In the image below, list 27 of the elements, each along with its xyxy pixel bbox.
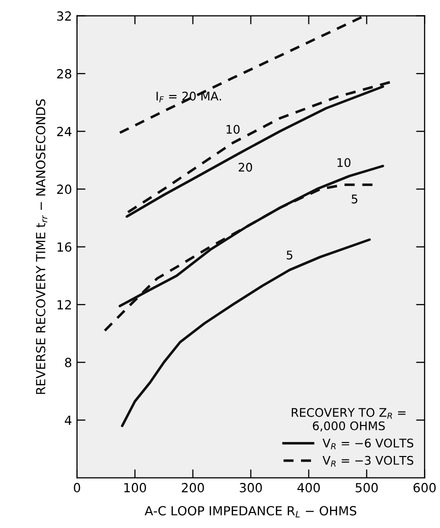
x-axis-title: A-C LOOP IMPEDANCE R$_{L}$ − OHMS (144, 506, 356, 518)
y-tick-label: 32 (57, 11, 71, 21)
text: RECOVERY TO Z$_{R}$ = 6,000 OHMS (292, 408, 406, 432)
x-tick-label: 400 (297, 482, 320, 492)
y-tick-label: 28 (57, 69, 72, 79)
y-axis-title: REVERSE RECOVERY TIME t$_{rr}$ − NANOSECONDS (36, 99, 48, 394)
y-tick-label: 20 (57, 184, 72, 194)
x-tick-label: 0 (74, 482, 80, 492)
x-tick-label: 200 (182, 482, 204, 492)
legend-label: V$_{R}$ = −6 VOLTS (322, 438, 414, 450)
x-tick-label: 100 (124, 482, 146, 492)
y-tick-label: 24 (57, 126, 72, 136)
annotation: 5 (286, 250, 292, 260)
x-tick-label: 600 (414, 482, 436, 492)
y-tick-label: 8 (65, 358, 72, 368)
y-tick-label: 12 (58, 300, 71, 310)
annotation: 10 (338, 158, 350, 168)
legend-label: V$_{R}$ = −3 VOLTS (322, 456, 414, 467)
line-series (118, 16, 363, 134)
y-tick-label: 16 (58, 242, 72, 252)
annotation: 10 (226, 124, 240, 134)
x-tick-label: 300 (240, 482, 262, 492)
annotation: 5 (352, 194, 358, 204)
y-tick-label: 4 (64, 416, 72, 425)
annotation: I$_{F}$ = 20 MA. (156, 92, 222, 102)
x-tick-label: 500 (356, 482, 378, 492)
annotation: 20 (238, 162, 252, 172)
